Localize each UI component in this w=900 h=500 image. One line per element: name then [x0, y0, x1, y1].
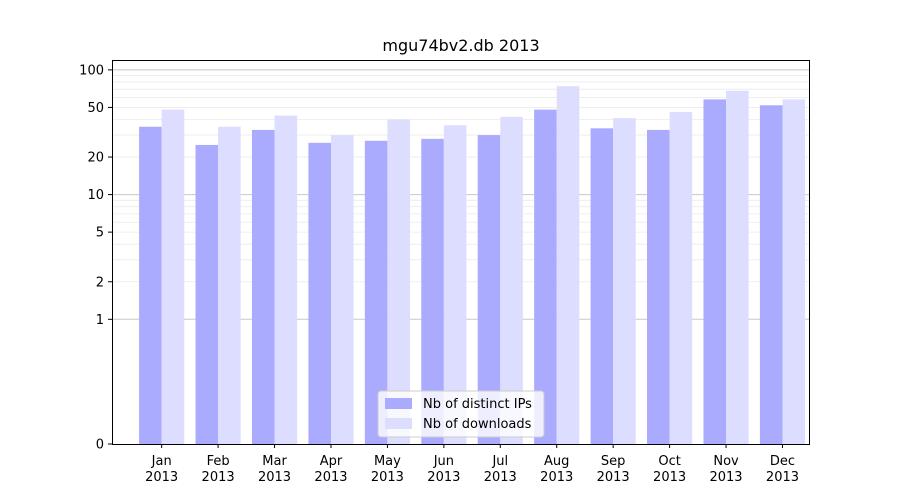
- plot-frame: [112, 60, 810, 445]
- bar-downloads: [726, 90, 749, 444]
- y-tick-label: 10: [87, 188, 104, 203]
- x-tick-label-month: Apr: [320, 454, 343, 469]
- x-tick-label-month: Nov: [713, 454, 739, 469]
- x-tick-label-month: Jan: [151, 454, 172, 469]
- bar-downloads: [218, 126, 241, 444]
- bar-downloads: [669, 111, 693, 445]
- x-tick-label-month: Jun: [433, 454, 454, 469]
- x-tick-label-year: 2013: [258, 470, 291, 485]
- bar-downloads: [330, 135, 354, 445]
- bar-downloads: [161, 109, 185, 444]
- bar-distinct-ips: [703, 99, 727, 444]
- y-axis: 0 1 2 5 10 20 50 100: [79, 63, 112, 453]
- bars: [139, 86, 806, 445]
- bar-downloads: [613, 118, 636, 445]
- x-tick-label-year: 2013: [427, 470, 460, 485]
- x-tick-label-month: Oct: [658, 454, 680, 469]
- bar-downloads: [274, 115, 298, 444]
- x-tick-label-month: Dec: [770, 454, 795, 469]
- legend: Nb of distinct IPs Nb of downloads: [377, 390, 545, 438]
- bar-distinct-ips: [759, 105, 783, 445]
- x-tick-label-year: 2013: [314, 470, 347, 485]
- y-tick-label: 100: [79, 63, 104, 78]
- bar-downloads: [443, 125, 467, 445]
- bar-distinct-ips: [477, 135, 501, 445]
- x-tick-label-month: Aug: [544, 454, 569, 469]
- x-tick-label-month: Sep: [601, 454, 626, 469]
- bar-downloads: [500, 116, 523, 444]
- y-tick-label: 1: [96, 313, 104, 328]
- y-tick-label: 2: [96, 275, 104, 290]
- bar-distinct-ips: [308, 142, 331, 445]
- bar-distinct-ips: [534, 109, 557, 444]
- legend-label: Nb of distinct IPs: [423, 397, 532, 412]
- x-tick-label-year: 2013: [653, 470, 686, 485]
- y-tick-label: 20: [87, 151, 104, 166]
- bar-downloads: [387, 119, 410, 444]
- bar-downloads: [782, 99, 806, 444]
- chart-title: mgu74bv2.db 2013: [382, 36, 539, 55]
- y-tick-label: 5: [96, 226, 104, 241]
- x-tick-label-year: 2013: [709, 470, 742, 485]
- legend-label: Nb of downloads: [423, 417, 532, 432]
- x-tick-label-month: Jul: [491, 454, 508, 469]
- x-tick-label-year: 2013: [202, 470, 235, 485]
- bar-distinct-ips: [139, 126, 162, 444]
- bar-distinct-ips: [251, 129, 275, 444]
- x-tick-label-month: May: [374, 454, 401, 469]
- bar-distinct-ips: [647, 129, 670, 444]
- x-tick-label-year: 2013: [766, 470, 799, 485]
- x-tick-label-year: 2013: [484, 470, 517, 485]
- legend-swatch: [385, 398, 412, 409]
- legend-swatch: [385, 418, 412, 429]
- bar-distinct-ips: [195, 144, 219, 445]
- x-axis: Jan2013Feb2013Mar2013Apr2013May2013Jun20…: [145, 444, 799, 485]
- bar-distinct-ips: [364, 140, 388, 444]
- y-tick-label: 0: [96, 438, 104, 453]
- x-tick-label-year: 2013: [540, 470, 573, 485]
- x-tick-label-month: Mar: [262, 454, 287, 469]
- x-tick-label-year: 2013: [597, 470, 630, 485]
- bar-distinct-ips: [590, 128, 614, 445]
- bar-distinct-ips: [421, 138, 444, 444]
- legend-box: [377, 390, 545, 438]
- x-tick-label-month: Feb: [207, 454, 230, 469]
- y-tick-label: 50: [87, 101, 104, 116]
- x-tick-label-year: 2013: [371, 470, 404, 485]
- x-tick-label-year: 2013: [145, 470, 178, 485]
- bar-downloads: [556, 86, 580, 444]
